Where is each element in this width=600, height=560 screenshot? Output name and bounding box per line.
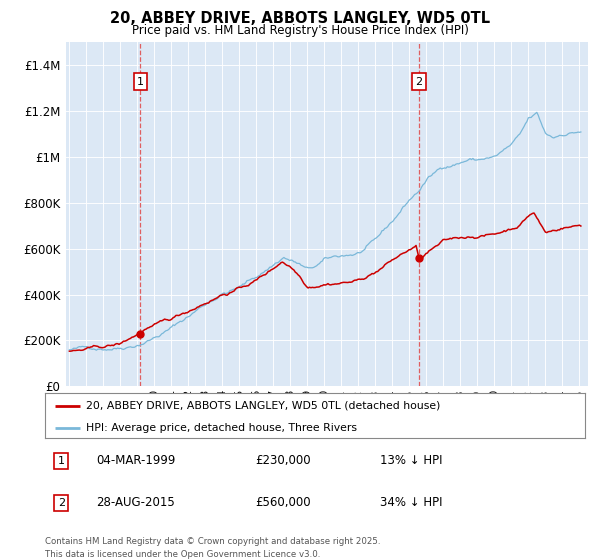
Text: 34% ↓ HPI: 34% ↓ HPI [380,496,442,510]
Text: 04-MAR-1999: 04-MAR-1999 [96,454,176,468]
Text: 1: 1 [137,77,144,87]
Text: 1: 1 [58,456,65,466]
Text: 13% ↓ HPI: 13% ↓ HPI [380,454,442,468]
Text: Price paid vs. HM Land Registry's House Price Index (HPI): Price paid vs. HM Land Registry's House … [131,24,469,36]
Text: HPI: Average price, detached house, Three Rivers: HPI: Average price, detached house, Thre… [86,423,356,433]
Text: £560,000: £560,000 [256,496,311,510]
Text: 2: 2 [415,77,422,87]
Text: 2: 2 [58,498,65,508]
Text: 28-AUG-2015: 28-AUG-2015 [96,496,175,510]
Text: 20, ABBEY DRIVE, ABBOTS LANGLEY, WD5 0TL (detached house): 20, ABBEY DRIVE, ABBOTS LANGLEY, WD5 0TL… [86,400,440,410]
Text: £230,000: £230,000 [256,454,311,468]
Text: Contains HM Land Registry data © Crown copyright and database right 2025.
This d: Contains HM Land Registry data © Crown c… [45,538,380,559]
Text: 20, ABBEY DRIVE, ABBOTS LANGLEY, WD5 0TL: 20, ABBEY DRIVE, ABBOTS LANGLEY, WD5 0TL [110,11,490,26]
